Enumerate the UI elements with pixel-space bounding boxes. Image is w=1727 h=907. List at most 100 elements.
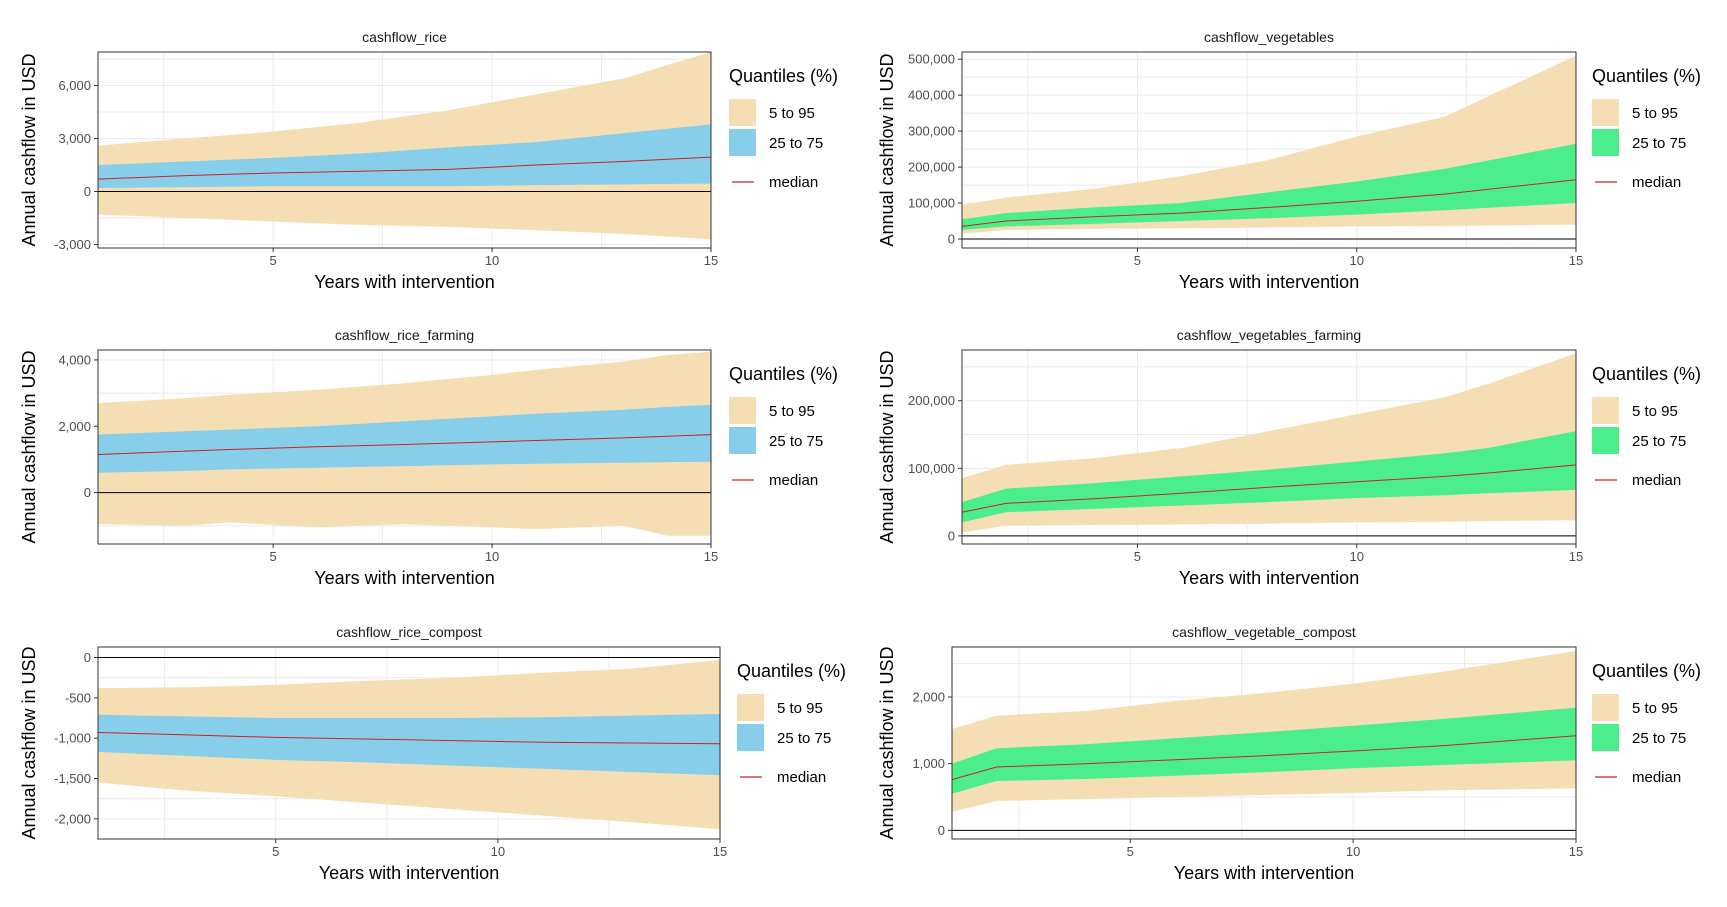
median-line — [962, 179, 1576, 227]
x-tick-label: 5 — [1134, 253, 1141, 268]
legend-label-median: median — [1632, 472, 1681, 489]
y-tick-label: -3,000 — [54, 237, 91, 252]
legend-label-median: median — [769, 174, 818, 191]
band-25-to-75 — [962, 143, 1576, 230]
band-25-to-75 — [98, 714, 720, 776]
chart-title: cashflow_rice_farming — [335, 327, 474, 343]
legend-label-median: median — [769, 472, 818, 489]
y-tick-label: 0 — [84, 485, 91, 500]
x-tick-label: 10 — [1349, 549, 1363, 564]
chart-title: cashflow_vegetables — [1204, 29, 1334, 45]
chart-panel: cashflow_vegetables 5 10 15 0 100,000 200,000 3… — [877, 29, 1701, 292]
legend-label-median: median — [1632, 174, 1681, 191]
x-tick-label: 10 — [491, 844, 505, 859]
panel-border — [951, 646, 1577, 840]
legend-key-25-to-75 — [1592, 427, 1619, 454]
legend-label-5-to-95: 5 to 95 — [769, 105, 815, 122]
legend-key-25-to-75 — [1592, 724, 1619, 751]
band-25-to-75 — [962, 431, 1576, 523]
legend: Quantiles (%) 5 to 95 25 to 75 median — [729, 66, 838, 191]
legend-label-25-to-75: 25 to 75 — [769, 135, 823, 152]
band-25-to-75 — [98, 124, 711, 188]
legend-label-median: median — [777, 769, 826, 786]
median-line — [98, 732, 720, 745]
legend-key-5-to-95 — [1592, 694, 1619, 721]
legend: Quantiles (%) 5 to 95 25 to 75 median — [1592, 661, 1701, 786]
x-axis-title: Years with intervention — [1179, 568, 1359, 588]
y-tick-label: 500,000 — [908, 52, 955, 67]
legend-title: Quantiles (%) — [729, 364, 838, 384]
legend: Quantiles (%) 5 to 95 25 to 75 median — [729, 364, 838, 489]
chart-title: cashflow_vegetables_farming — [1177, 327, 1361, 343]
panel-border — [97, 646, 721, 840]
legend-title: Quantiles (%) — [1592, 66, 1701, 86]
y-axis-title: Annual cashflow in USD — [19, 646, 39, 839]
legend: Quantiles (%) 5 to 95 25 to 75 median — [1592, 364, 1701, 489]
y-tick-label: 0 — [948, 528, 955, 543]
x-axis-title: Years with intervention — [319, 863, 499, 883]
legend-title: Quantiles (%) — [1592, 661, 1701, 681]
x-tick-label: 5 — [270, 549, 277, 564]
band-25-to-75 — [98, 404, 711, 473]
legend-key-5-to-95 — [1592, 99, 1619, 126]
x-tick-label: 15 — [704, 549, 718, 564]
chart-title: cashflow_rice_compost — [336, 624, 482, 640]
y-tick-label: 0 — [938, 823, 945, 838]
legend-label-25-to-75: 25 to 75 — [769, 433, 823, 450]
legend-title: Quantiles (%) — [729, 66, 838, 86]
chart-title: cashflow_vegetable_compost — [1172, 624, 1356, 640]
x-tick-label: 10 — [1346, 844, 1360, 859]
legend: Quantiles (%) 5 to 95 25 to 75 median — [1592, 66, 1701, 191]
x-axis-title: Years with intervention — [314, 272, 494, 292]
x-tick-label: 15 — [713, 844, 727, 859]
x-tick-label: 15 — [1569, 844, 1583, 859]
legend-label-5-to-95: 5 to 95 — [1632, 403, 1678, 420]
legend-label-25-to-75: 25 to 75 — [1632, 135, 1686, 152]
legend-label-median: median — [1632, 769, 1681, 786]
band-25-to-75 — [952, 707, 1576, 794]
y-tick-label: 6,000 — [58, 78, 91, 93]
x-tick-label: 5 — [270, 253, 277, 268]
x-tick-label: 10 — [485, 253, 499, 268]
y-tick-label: 100,000 — [908, 461, 955, 476]
legend-label-5-to-95: 5 to 95 — [1632, 105, 1678, 122]
legend-key-5-to-95 — [729, 99, 756, 126]
x-tick-label: 5 — [1134, 549, 1141, 564]
y-axis-title: Annual cashflow in USD — [877, 350, 897, 543]
y-tick-label: -2,000 — [54, 811, 91, 826]
y-axis-title: Annual cashflow in USD — [19, 350, 39, 543]
legend-key-5-to-95 — [737, 694, 764, 721]
legend-key-5-to-95 — [1592, 397, 1619, 424]
legend-key-25-to-75 — [729, 129, 756, 156]
band-5-to-95 — [98, 52, 711, 240]
legend: Quantiles (%) 5 to 95 25 to 75 median — [737, 661, 846, 786]
y-tick-label: 0 — [948, 232, 955, 247]
median-line — [952, 735, 1576, 781]
legend-key-25-to-75 — [1592, 129, 1619, 156]
chart-panel: cashflow_vegetable_compost 5 10 15 0 1,000 2,0… — [877, 624, 1701, 883]
y-axis-title: Annual cashflow in USD — [19, 53, 39, 246]
y-tick-label: 0 — [84, 184, 91, 199]
legend-key-25-to-75 — [729, 427, 756, 454]
x-tick-label: 10 — [1349, 253, 1363, 268]
legend-title: Quantiles (%) — [737, 661, 846, 681]
legend-label-25-to-75: 25 to 75 — [1632, 433, 1686, 450]
x-axis-title: Years with intervention — [1179, 272, 1359, 292]
panel-border — [97, 349, 712, 545]
median-line — [962, 464, 1576, 513]
y-tick-label: -500 — [65, 690, 91, 705]
y-axis-title: Annual cashflow in USD — [877, 53, 897, 246]
y-tick-label: 3,000 — [58, 131, 91, 146]
legend-key-25-to-75 — [737, 724, 764, 751]
y-tick-label: 200,000 — [908, 160, 955, 175]
x-axis-title: Years with intervention — [314, 568, 494, 588]
y-tick-label: 400,000 — [908, 88, 955, 103]
x-tick-label: 15 — [1569, 253, 1583, 268]
x-tick-label: 5 — [1127, 844, 1134, 859]
legend-label-5-to-95: 5 to 95 — [769, 403, 815, 420]
y-tick-label: 0 — [84, 650, 91, 665]
chart-panel: cashflow_vegetables_farming 5 10 15 0 100,000… — [877, 327, 1701, 588]
legend-title: Quantiles (%) — [1592, 364, 1701, 384]
chart-panel: cashflow_rice_compost 5 10 15 -2,000 -1,500 -1… — [19, 624, 846, 883]
